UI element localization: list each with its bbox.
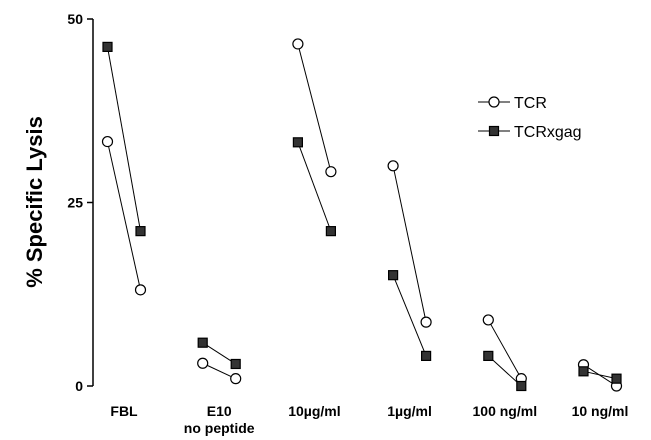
pair-line — [487, 319, 522, 379]
marker — [134, 284, 147, 296]
x-tick-label: E10 no peptide — [184, 403, 255, 436]
marker — [325, 226, 336, 237]
marker — [325, 166, 337, 178]
marker — [230, 373, 242, 385]
marker — [230, 358, 241, 370]
x-tick-label: FBL — [110, 403, 138, 419]
marker — [387, 160, 399, 172]
x-tick-label: 10µg/ml — [288, 403, 340, 419]
y-tick-label: 25 — [67, 195, 83, 211]
x-tick-label: 100 ng/ml — [473, 403, 538, 419]
marker — [483, 350, 494, 362]
pair-line — [297, 142, 332, 232]
legend-marker — [488, 125, 500, 137]
legend-label: TCR — [514, 95, 547, 112]
marker — [420, 316, 432, 328]
pair-line — [392, 165, 427, 323]
marker — [516, 380, 527, 392]
x-tick-label: 10 ng/ml — [572, 403, 629, 419]
marker — [578, 366, 589, 377]
marker — [421, 350, 432, 362]
pair-line — [202, 362, 236, 380]
marker — [611, 373, 622, 384]
pair-line — [107, 141, 141, 290]
pair-line — [202, 342, 236, 365]
marker — [197, 357, 209, 369]
legend-label: TCRxgag — [514, 124, 582, 141]
marker — [101, 135, 114, 148]
pair-line — [392, 274, 427, 357]
pair-line — [583, 370, 617, 380]
marker — [388, 270, 399, 281]
marker — [482, 314, 494, 326]
marker — [197, 337, 208, 348]
marker — [292, 38, 304, 50]
marker — [135, 226, 146, 237]
legend-marker — [488, 96, 500, 108]
x-tick-label-line: E10 — [207, 403, 232, 419]
y-tick-label: 50 — [67, 11, 83, 27]
x-tick-label: 1µg/ml — [387, 403, 432, 419]
pair-line — [487, 355, 522, 387]
pair-line — [297, 43, 332, 172]
pair-line — [107, 46, 141, 232]
y-tick-label: 0 — [75, 378, 83, 394]
marker — [102, 41, 113, 52]
marker — [292, 137, 303, 148]
y-axis-label: % Specific Lysis — [22, 116, 47, 288]
x-tick-label-line: no peptide — [184, 420, 255, 436]
